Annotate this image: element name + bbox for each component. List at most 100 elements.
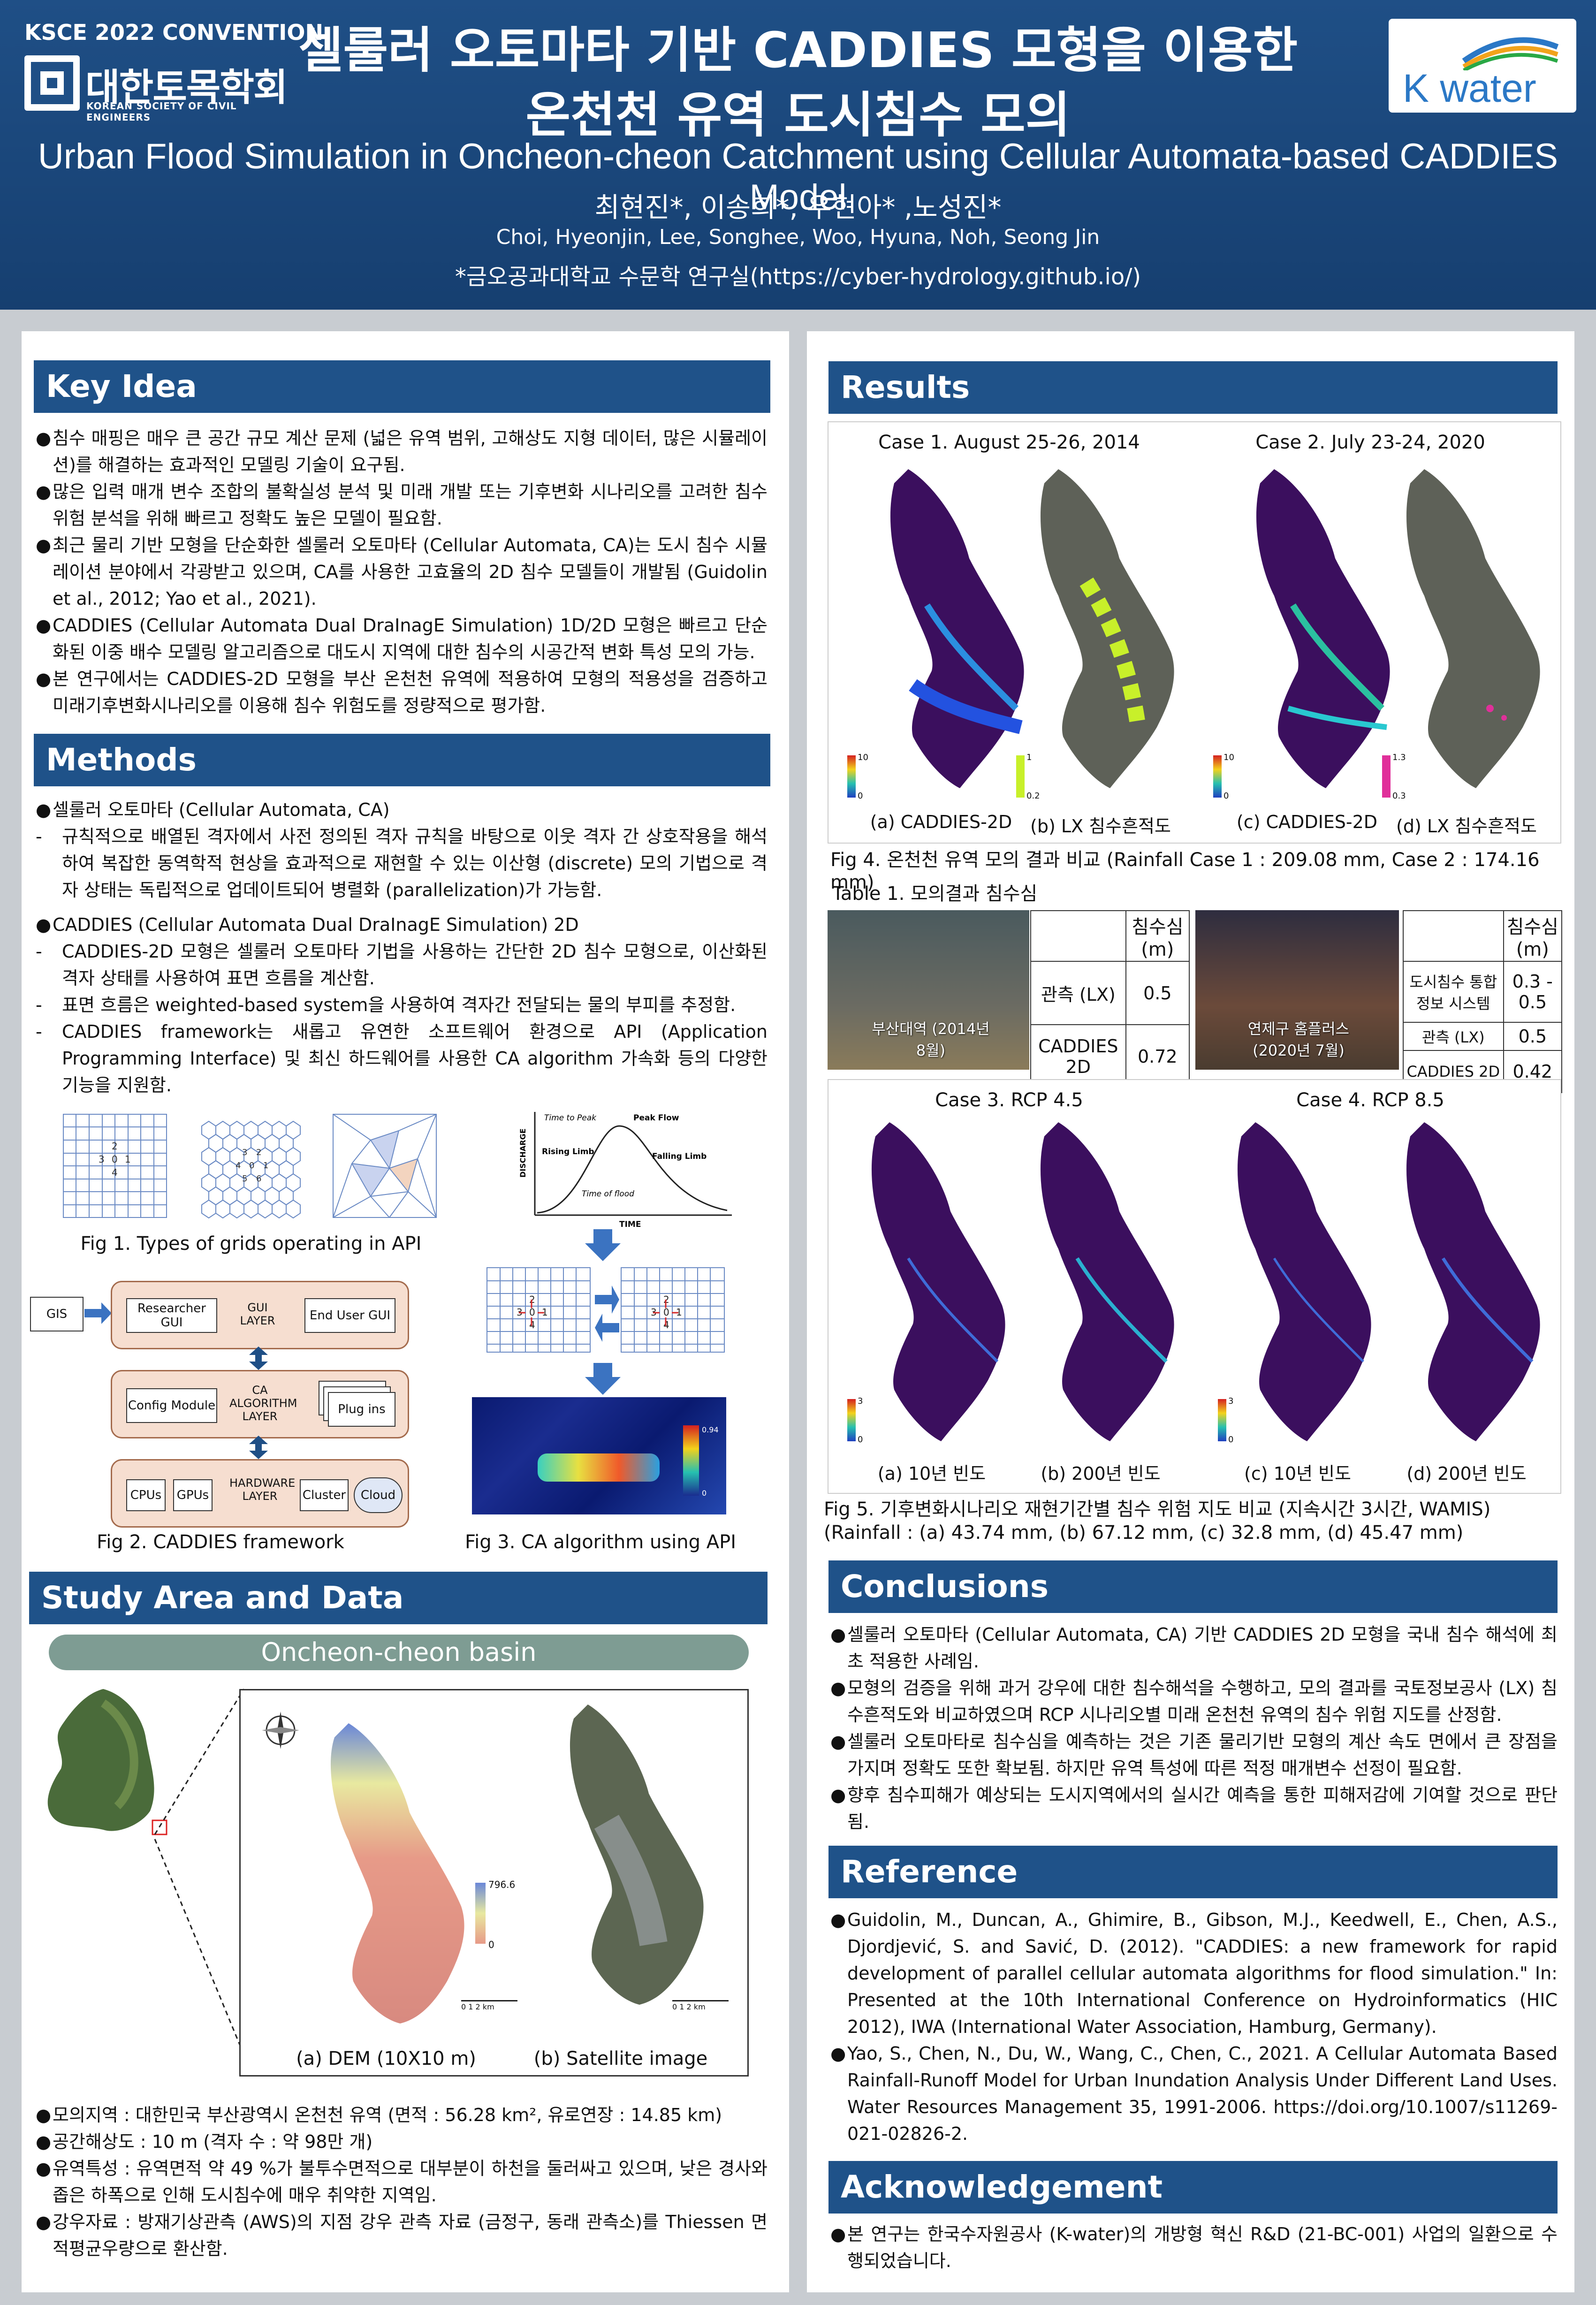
- end-user-gui: End User GUI: [304, 1298, 395, 1333]
- bullet-icon: ●: [830, 1624, 846, 1645]
- bullet-icon: ●: [830, 1785, 846, 1805]
- photo-yeonje-homeplus: 연제구 홈플러스 (2020년 7월): [1195, 910, 1399, 1070]
- bullet-icon: ●: [830, 1909, 846, 1930]
- colorbar-a: [847, 755, 856, 798]
- society-name-en: KOREAN SOCIETY OF CIVIL ENGINEERS: [86, 100, 237, 123]
- colorbar-d-max: 1.3: [1392, 753, 1406, 762]
- key-idea-bullet: ● 침수 매핑은 매우 큰 공간 규모 계산 문제 (넓은 유역 범위, 고해상도…: [36, 425, 768, 479]
- result-map-a: [890, 469, 1024, 788]
- fig1-caption: Fig 1. Types of grids operating in API: [80, 1233, 422, 1255]
- results-top-figure: Case 1. August 25-26, 2014 Case 2. July …: [828, 421, 1561, 844]
- colorbar-rcp2-min: 0: [1228, 1435, 1234, 1445]
- conclusions-bullet: ● 셀룰러 오토마타로 침수심을 예측하는 것은 기존 물리기반 모형의 계산 속…: [830, 1728, 1558, 1782]
- ca-layer-label: CA ALGORITHM LAYER: [229, 1384, 297, 1423]
- map-label-c: (c) CADDIES-2D: [1236, 812, 1378, 832]
- reference-item: ● Yao, S., Chen, N., Du, W., Wang, C., Ch…: [830, 2040, 1558, 2147]
- colorbar-b-max: 1: [1026, 753, 1032, 762]
- key-idea-bullet: ● 본 연구에서는 CADDIES-2D 모형을 부산 온천천 유역에 적용하여 …: [36, 666, 768, 719]
- bullet-icon: ●: [830, 1678, 846, 1698]
- hardware-layer-label: HARDWARE LAYER: [229, 1476, 296, 1503]
- colorbar-b-min: 0.2: [1026, 791, 1040, 801]
- svg-text:1: 1: [542, 1307, 548, 1318]
- svg-text:2: 2: [112, 1141, 118, 1152]
- rcp-label-c: (c) 10년 빈도: [1244, 1463, 1351, 1484]
- colorbar-d: [1382, 755, 1391, 798]
- rcp-map-c: [1237, 1122, 1371, 1441]
- rcp-map-b: [1040, 1122, 1174, 1441]
- fig4-caption: Fig 4. 온천천 유역 모의 결과 비교 (Rainfall Case 1 …: [830, 849, 1540, 893]
- methods-heading: Methods: [34, 734, 770, 786]
- fig5-caption-line2: (Rainfall : (a) 43.74 mm, (b) 67.12 mm, …: [824, 1522, 1464, 1544]
- methods-detail: - 규칙적으로 배열된 격자에서 사전 정의된 격자 규칙을 바탕으로 이웃 격자…: [36, 823, 768, 904]
- hydro-peak: Peak Flow: [633, 1113, 679, 1123]
- bullet-icon: ●: [36, 2212, 52, 2232]
- gui-layer-label: GUI LAYER: [240, 1301, 275, 1327]
- scale-bar: 0 1 2 km: [672, 2000, 729, 2011]
- svg-text:1: 1: [676, 1307, 682, 1318]
- table1-case1: 침수심 (m) 관측 (LX) 0.5 CADDIES 2D 0.72: [1030, 910, 1190, 1088]
- fig3-cbar-min: 0: [702, 1489, 707, 1498]
- down-arrow-icon: [585, 1363, 621, 1395]
- case1-title: Case 1. August 25-26, 2014: [878, 432, 1140, 453]
- svg-text:2: 2: [256, 1148, 261, 1157]
- colorbar-rcp2: [1218, 1399, 1226, 1441]
- fig2-framework: GIS Researcher GUI GUI LAYER End User GU…: [26, 1276, 416, 1529]
- svg-text:3: 3: [242, 1148, 247, 1157]
- ksce-logo: 대한토목학회 KOREAN SOCIETY OF CIVIL ENGINEERS: [24, 55, 288, 123]
- row-label: CADDIES 2D: [1030, 1024, 1126, 1088]
- photo-caption: 연제구 홈플러스 (2020년 7월): [1247, 1020, 1350, 1059]
- case2-title: Case 2. July 23-24, 2020: [1255, 432, 1485, 453]
- colorbar-rcp2-max: 3: [1228, 1396, 1234, 1406]
- cpus: CPUs: [126, 1479, 166, 1511]
- map-label-b: (b) LX 침수흔적도: [1030, 816, 1171, 837]
- rcp-map-d: [1406, 1122, 1540, 1441]
- acknowledgement-text: ● 본 연구는 한국수자원공사 (K-water)의 개방형 혁신 R&D (21…: [830, 2221, 1558, 2275]
- row-label: 도시침수 통합정보 시스템: [1403, 961, 1504, 1023]
- society-name-ko: 대한토목학회: [85, 66, 288, 109]
- methods-bullet-caddies: ● CADDIES (Cellular Automata Dual DraInag…: [36, 912, 768, 938]
- result-map-b: [1040, 469, 1174, 788]
- fig5-caption-line1: Fig 5. 기후변화시나리오 재현기간별 침수 위험 지도 비교 (지속시간 …: [824, 1499, 1491, 1520]
- study-heading: Study Area and Data: [29, 1572, 768, 1624]
- bullet-icon: ●: [36, 535, 52, 555]
- hex-grid: [201, 1120, 301, 1219]
- dem-map: [330, 1723, 464, 2024]
- fig3-caption: Fig 3. CA algorithm using API: [464, 1531, 736, 1553]
- dem-colorbar: [475, 1883, 486, 1944]
- affiliation: *금오공과대학교 수문학 연구실(https://cyber-hydrology…: [455, 264, 1141, 290]
- result-map-d: [1406, 469, 1540, 788]
- square-grid: [63, 1114, 167, 1218]
- triangular-grid: [333, 1114, 437, 1218]
- dash-icon: -: [36, 941, 42, 962]
- colorbar-rcp1: [847, 1399, 856, 1441]
- bullet-icon: ●: [36, 914, 52, 935]
- scale-bar: 0 1 2 km: [461, 2000, 517, 2011]
- table-header: 침수심 (m): [1503, 910, 1563, 962]
- ksce-emblem-icon: [24, 55, 80, 111]
- dem-label: (a) DEM (10X10 m): [296, 2048, 476, 2069]
- gpus: GPUs: [173, 1479, 213, 1511]
- table-header: 침수심 (m): [1125, 910, 1190, 962]
- colorbar-rcp1-min: 0: [858, 1435, 863, 1445]
- kwater-wave-icon: [1462, 37, 1559, 70]
- dash-icon: -: [36, 1021, 42, 1042]
- map-label-d: (d) LX 침수흔적도: [1396, 816, 1537, 837]
- bullet-icon: ●: [36, 799, 52, 820]
- title-en: Urban Flood Simulation in Oncheon-cheon …: [38, 137, 1558, 217]
- hydro-xlabel: TIME: [619, 1220, 641, 1229]
- colorbar-c-max: 10: [1224, 753, 1234, 762]
- row-value: 0.3 - 0.5: [1503, 961, 1563, 1023]
- updown-arrow-icon: [249, 1436, 268, 1459]
- fig3-hydrograph: DISCHARGE Time to Peak Peak Flow Rising …: [518, 1112, 732, 1229]
- config-module: Config Module: [126, 1388, 217, 1423]
- reference-item: ● Guidolin, M., Duncan, A., Ghimire, B., …: [830, 1907, 1558, 2040]
- hardware-layer: CPUs GPUs HARDWARE LAYER Cluster Cloud: [111, 1459, 409, 1528]
- colorbar-c-min: 0: [1224, 791, 1229, 801]
- row-label: 관측 (LX): [1030, 961, 1126, 1025]
- fig2-caption: Fig 2. CADDIES framework: [97, 1531, 344, 1553]
- svg-text:4: 4: [112, 1167, 118, 1178]
- svg-text:1: 1: [125, 1154, 131, 1165]
- results-heading: Results: [828, 361, 1558, 414]
- gis-box: GIS: [30, 1297, 84, 1331]
- authors-en: Choi, Hyeonjin, Lee, Songhee, Woo, Hyuna…: [496, 225, 1100, 249]
